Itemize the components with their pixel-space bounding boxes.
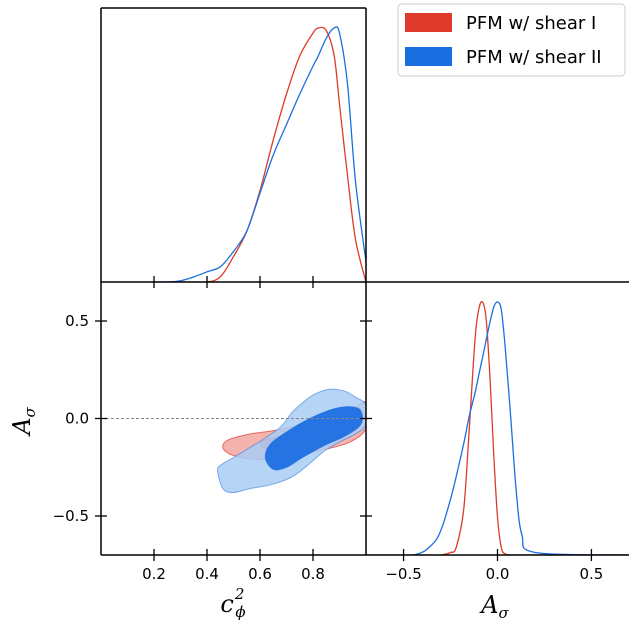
marginal-c-phi2-series-2 xyxy=(154,26,366,282)
tick-label-a-sigma-x: 0.5 xyxy=(579,565,603,583)
legend-label-series-1: PFM w/ shear I xyxy=(466,13,596,34)
marginal-a-sigma-series-1 xyxy=(366,300,629,555)
marginal-a-sigma-series-2 xyxy=(366,301,629,555)
tick-label-a-sigma-x: 0.0 xyxy=(486,565,510,583)
marginal-c-phi2-series-1 xyxy=(153,26,366,282)
ticks: 0.2 0.4 0.6 0.8 −0.5 −0.5 0.0 0.0 0.5 0.5 xyxy=(53,276,603,583)
legend-swatch-series-2 xyxy=(405,47,452,66)
axes-frames xyxy=(100,7,629,556)
x-axis-label-c-phi2: c2 ϕ xyxy=(220,585,245,621)
tick-label-c-phi2: 0.4 xyxy=(195,565,219,583)
tick-label-c-phi2: 0.2 xyxy=(142,565,166,583)
data-lines xyxy=(101,26,629,555)
tick-label-a-sigma-y: 0.5 xyxy=(65,312,89,330)
contour-series-2-level-2 xyxy=(264,406,363,471)
legend-label-series-2: PFM w/ shear II xyxy=(466,47,602,68)
tick-label-c-phi2: 0.8 xyxy=(301,565,325,583)
legend-swatch-series-1 xyxy=(405,13,452,32)
y-axis-label-a-sigma: Aσ xyxy=(8,406,39,436)
legend-frame xyxy=(397,3,626,77)
tick-label-a-sigma-x: −0.5 xyxy=(385,565,421,583)
x-axis-label-a-sigma: Aσ xyxy=(479,591,509,622)
contour-group xyxy=(216,388,366,494)
contour-fills xyxy=(216,388,366,494)
tick-label-c-phi2: 0.6 xyxy=(248,565,272,583)
tick-label-a-sigma-y: 0.0 xyxy=(65,410,89,428)
tick-label-a-sigma-y: −0.5 xyxy=(53,507,89,525)
legend: PFM w/ shear I PFM w/ shear II xyxy=(397,3,626,77)
